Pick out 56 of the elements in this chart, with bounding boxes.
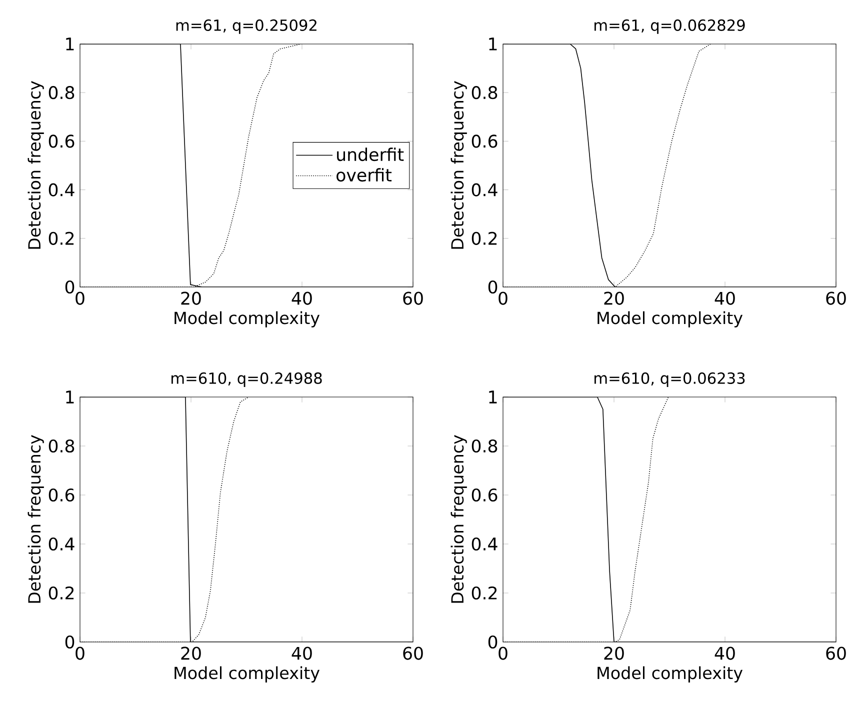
y-tick-label: 0.6	[48, 488, 74, 502]
x-tick-label: 40	[714, 292, 735, 305]
chart-title: m=61, q=0.25092	[176, 19, 316, 34]
y-tick-label: 0.4	[48, 537, 74, 551]
x-tick-label: 20	[604, 646, 624, 660]
y-tick-label: 0.8	[48, 439, 74, 453]
y-tick-label: 0.8	[48, 86, 74, 100]
y-tick-label: 0.2	[472, 586, 497, 600]
y-tick-label: 0.6	[472, 488, 498, 502]
y-tick-label: 1	[66, 38, 74, 50]
x-tick-label: 40	[292, 292, 312, 305]
x-tick-label: 20	[181, 292, 201, 305]
x-tick-label: 20	[604, 292, 624, 305]
y-tick-label: 0.4	[48, 183, 74, 196]
x-tick-label: 60	[826, 292, 846, 305]
y-axis-title: Detection frequency	[28, 435, 44, 603]
y-tick-label: 0.2	[48, 232, 74, 245]
y-tick-label: 0.2	[472, 232, 497, 245]
y-tick-label: 0	[488, 635, 498, 649]
x-axis-title: Model complexity	[174, 311, 320, 328]
x-tick-label: 0	[498, 292, 508, 305]
x-axis-title: Model complexity	[598, 311, 743, 328]
y-tick-label: 0	[488, 280, 498, 294]
x-tick-label: 20	[181, 646, 201, 660]
x-axis-title: Model complexity	[598, 666, 743, 682]
y-tick-label: 1	[489, 38, 497, 50]
y-tick-label: 0.6	[472, 134, 498, 148]
chart-title: m=610, q=0.06233	[594, 372, 745, 387]
line-series	[80, 44, 414, 287]
y-tick-label: 0	[65, 280, 74, 294]
y-tick-label: 0.8	[472, 439, 498, 453]
legend-label: underfit	[337, 148, 404, 162]
x-tick-label: 60	[826, 646, 846, 660]
x-tick-label: 0	[76, 646, 84, 660]
line-series	[503, 396, 836, 642]
x-tick-label: 0	[76, 292, 84, 305]
x-tick-label: 60	[403, 292, 423, 305]
chart-title: m=61, q=0.062829	[594, 19, 745, 34]
y-tick-label: 0.6	[48, 134, 74, 148]
y-axis-title: Detection frequency	[450, 81, 467, 249]
y-tick-label: 0	[65, 635, 74, 649]
y-tick-label: 1	[489, 390, 497, 404]
y-tick-label: 0.2	[48, 586, 74, 600]
y-axis-title: Detection frequency	[28, 81, 44, 249]
y-tick-label: 0.4	[472, 537, 498, 551]
x-tick-label: 0	[498, 646, 508, 660]
x-axis-title: Model complexity	[174, 666, 320, 682]
y-tick-label: 0.4	[472, 183, 498, 196]
y-tick-label: 0.8	[472, 86, 498, 100]
y-axis-title: Detection frequency	[450, 435, 467, 603]
x-tick-label: 40	[292, 646, 312, 660]
chart-title: m=610, q=0.24988	[172, 372, 322, 387]
x-tick-label: 60	[403, 646, 423, 660]
legend-label: overfit	[336, 168, 392, 182]
x-tick-label: 40	[714, 646, 735, 660]
y-tick-label: 1	[66, 390, 74, 404]
